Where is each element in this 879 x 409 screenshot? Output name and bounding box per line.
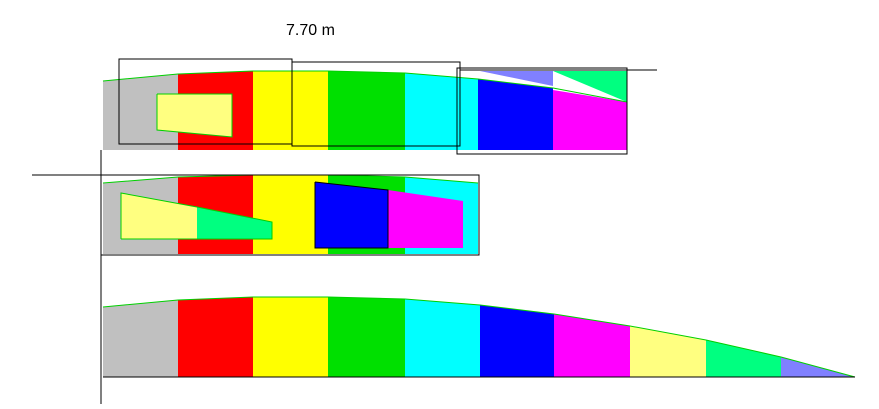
- top-frame-right: [456, 67, 628, 155]
- top-frame-middle: [291, 61, 461, 147]
- top-blue: [478, 79, 553, 150]
- top-green: [328, 71, 405, 150]
- segment-spring-green: [706, 340, 781, 377]
- top-magenta: [553, 90, 627, 150]
- top-inner-outline: [156, 93, 233, 138]
- bottom-segment-row: [102, 296, 856, 378]
- middle-segment-row: [100, 174, 480, 256]
- top-cyan: [405, 73, 478, 150]
- middle-inner-light-yellow: [121, 193, 197, 239]
- top-segment-row: [102, 58, 657, 155]
- top-gray: [103, 74, 178, 150]
- bottom-row-outline: [102, 296, 856, 378]
- top-row-outline: [102, 70, 628, 103]
- middle-inner-blue: [315, 182, 388, 248]
- middle-inner-magenta: [388, 190, 463, 248]
- dimension-label: 7.70 m: [286, 22, 335, 39]
- segment-red: [178, 297, 253, 377]
- segment-gray: [103, 300, 178, 377]
- segment-yellow: [253, 297, 328, 377]
- top-yellow: [253, 71, 328, 150]
- segment-green: [328, 297, 405, 377]
- segment-magenta: [554, 314, 630, 377]
- top-spring-green-wedge: [553, 71, 627, 102]
- segment-cyan: [405, 299, 480, 377]
- middle-inner-spring-green: [197, 207, 272, 239]
- segment-light-yellow: [630, 326, 706, 377]
- middle-inner-blue-outline: [314, 181, 389, 249]
- top-inner-light-yellow: [157, 94, 232, 137]
- middle-inner-outline: [120, 192, 273, 240]
- segment-blue: [480, 305, 554, 377]
- top-lavender-wedge: [480, 71, 553, 86]
